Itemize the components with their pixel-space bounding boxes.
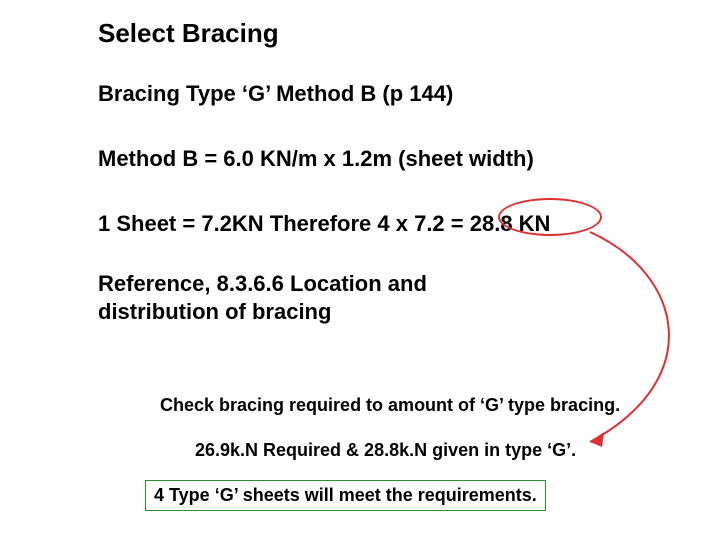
arrow-head bbox=[590, 432, 604, 447]
highlight-circle bbox=[498, 198, 602, 236]
result-line: 26.9k.N Required & 28.8k.N given in type… bbox=[195, 440, 576, 461]
slide: Select Bracing Bracing Type ‘G’ Method B… bbox=[0, 0, 720, 540]
slide-title: Select Bracing bbox=[98, 18, 279, 49]
check-line: Check bracing required to amount of ‘G’ … bbox=[160, 395, 620, 416]
body-line-3: 1 Sheet = 7.2KN Therefore 4 x 7.2 = 28.8… bbox=[98, 210, 550, 239]
body-line-1: Bracing Type ‘G’ Method B (p 144) bbox=[98, 80, 453, 109]
reference-text: Reference, 8.3.6.6 Location and distribu… bbox=[98, 270, 538, 325]
conclusion-box-wrap: 4 Type ‘G’ sheets will meet the requirem… bbox=[145, 480, 546, 511]
body-line-2: Method B = 6.0 KN/m x 1.2m (sheet width) bbox=[98, 145, 534, 174]
callout-arrow bbox=[530, 220, 710, 460]
conclusion-box: 4 Type ‘G’ sheets will meet the requirem… bbox=[145, 480, 546, 511]
